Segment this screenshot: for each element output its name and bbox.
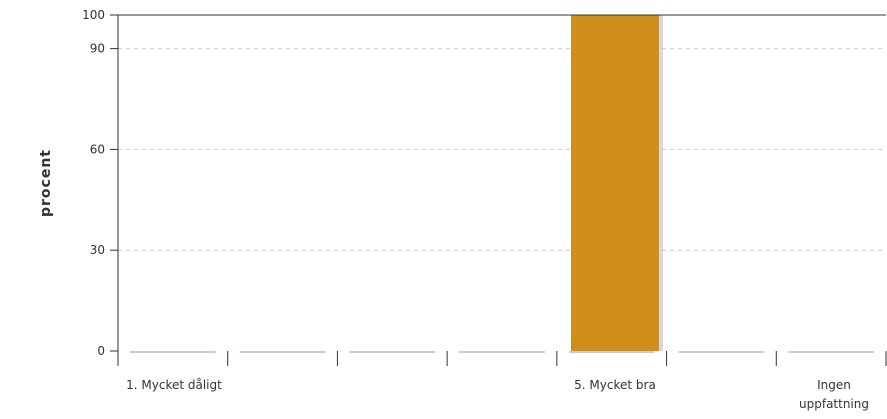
x-category-label: 5. Mycket bra bbox=[574, 378, 656, 392]
y-tick-label: 0 bbox=[97, 344, 105, 358]
y-axis-ticks: 0 30 60 90 100 bbox=[82, 8, 118, 358]
x-category-label: uppfattning bbox=[799, 397, 869, 411]
x-category-label: 1. Mycket dåligt bbox=[126, 378, 222, 392]
x-category-label: Ingen bbox=[817, 378, 851, 392]
bars bbox=[571, 15, 663, 351]
axes bbox=[117, 14, 886, 361]
bar bbox=[571, 15, 659, 351]
y-axis-title: procent bbox=[38, 149, 54, 217]
y-tick-label: 60 bbox=[90, 142, 105, 156]
y-tick-label: 90 bbox=[90, 42, 105, 56]
y-tick-label: 100 bbox=[82, 8, 105, 22]
x-axis-ticks: 1. Mycket dåligt 5. Mycket bra Ingen uppfat… bbox=[117, 351, 887, 411]
gridlines bbox=[118, 48, 886, 251]
y-tick-label: 30 bbox=[90, 243, 105, 257]
